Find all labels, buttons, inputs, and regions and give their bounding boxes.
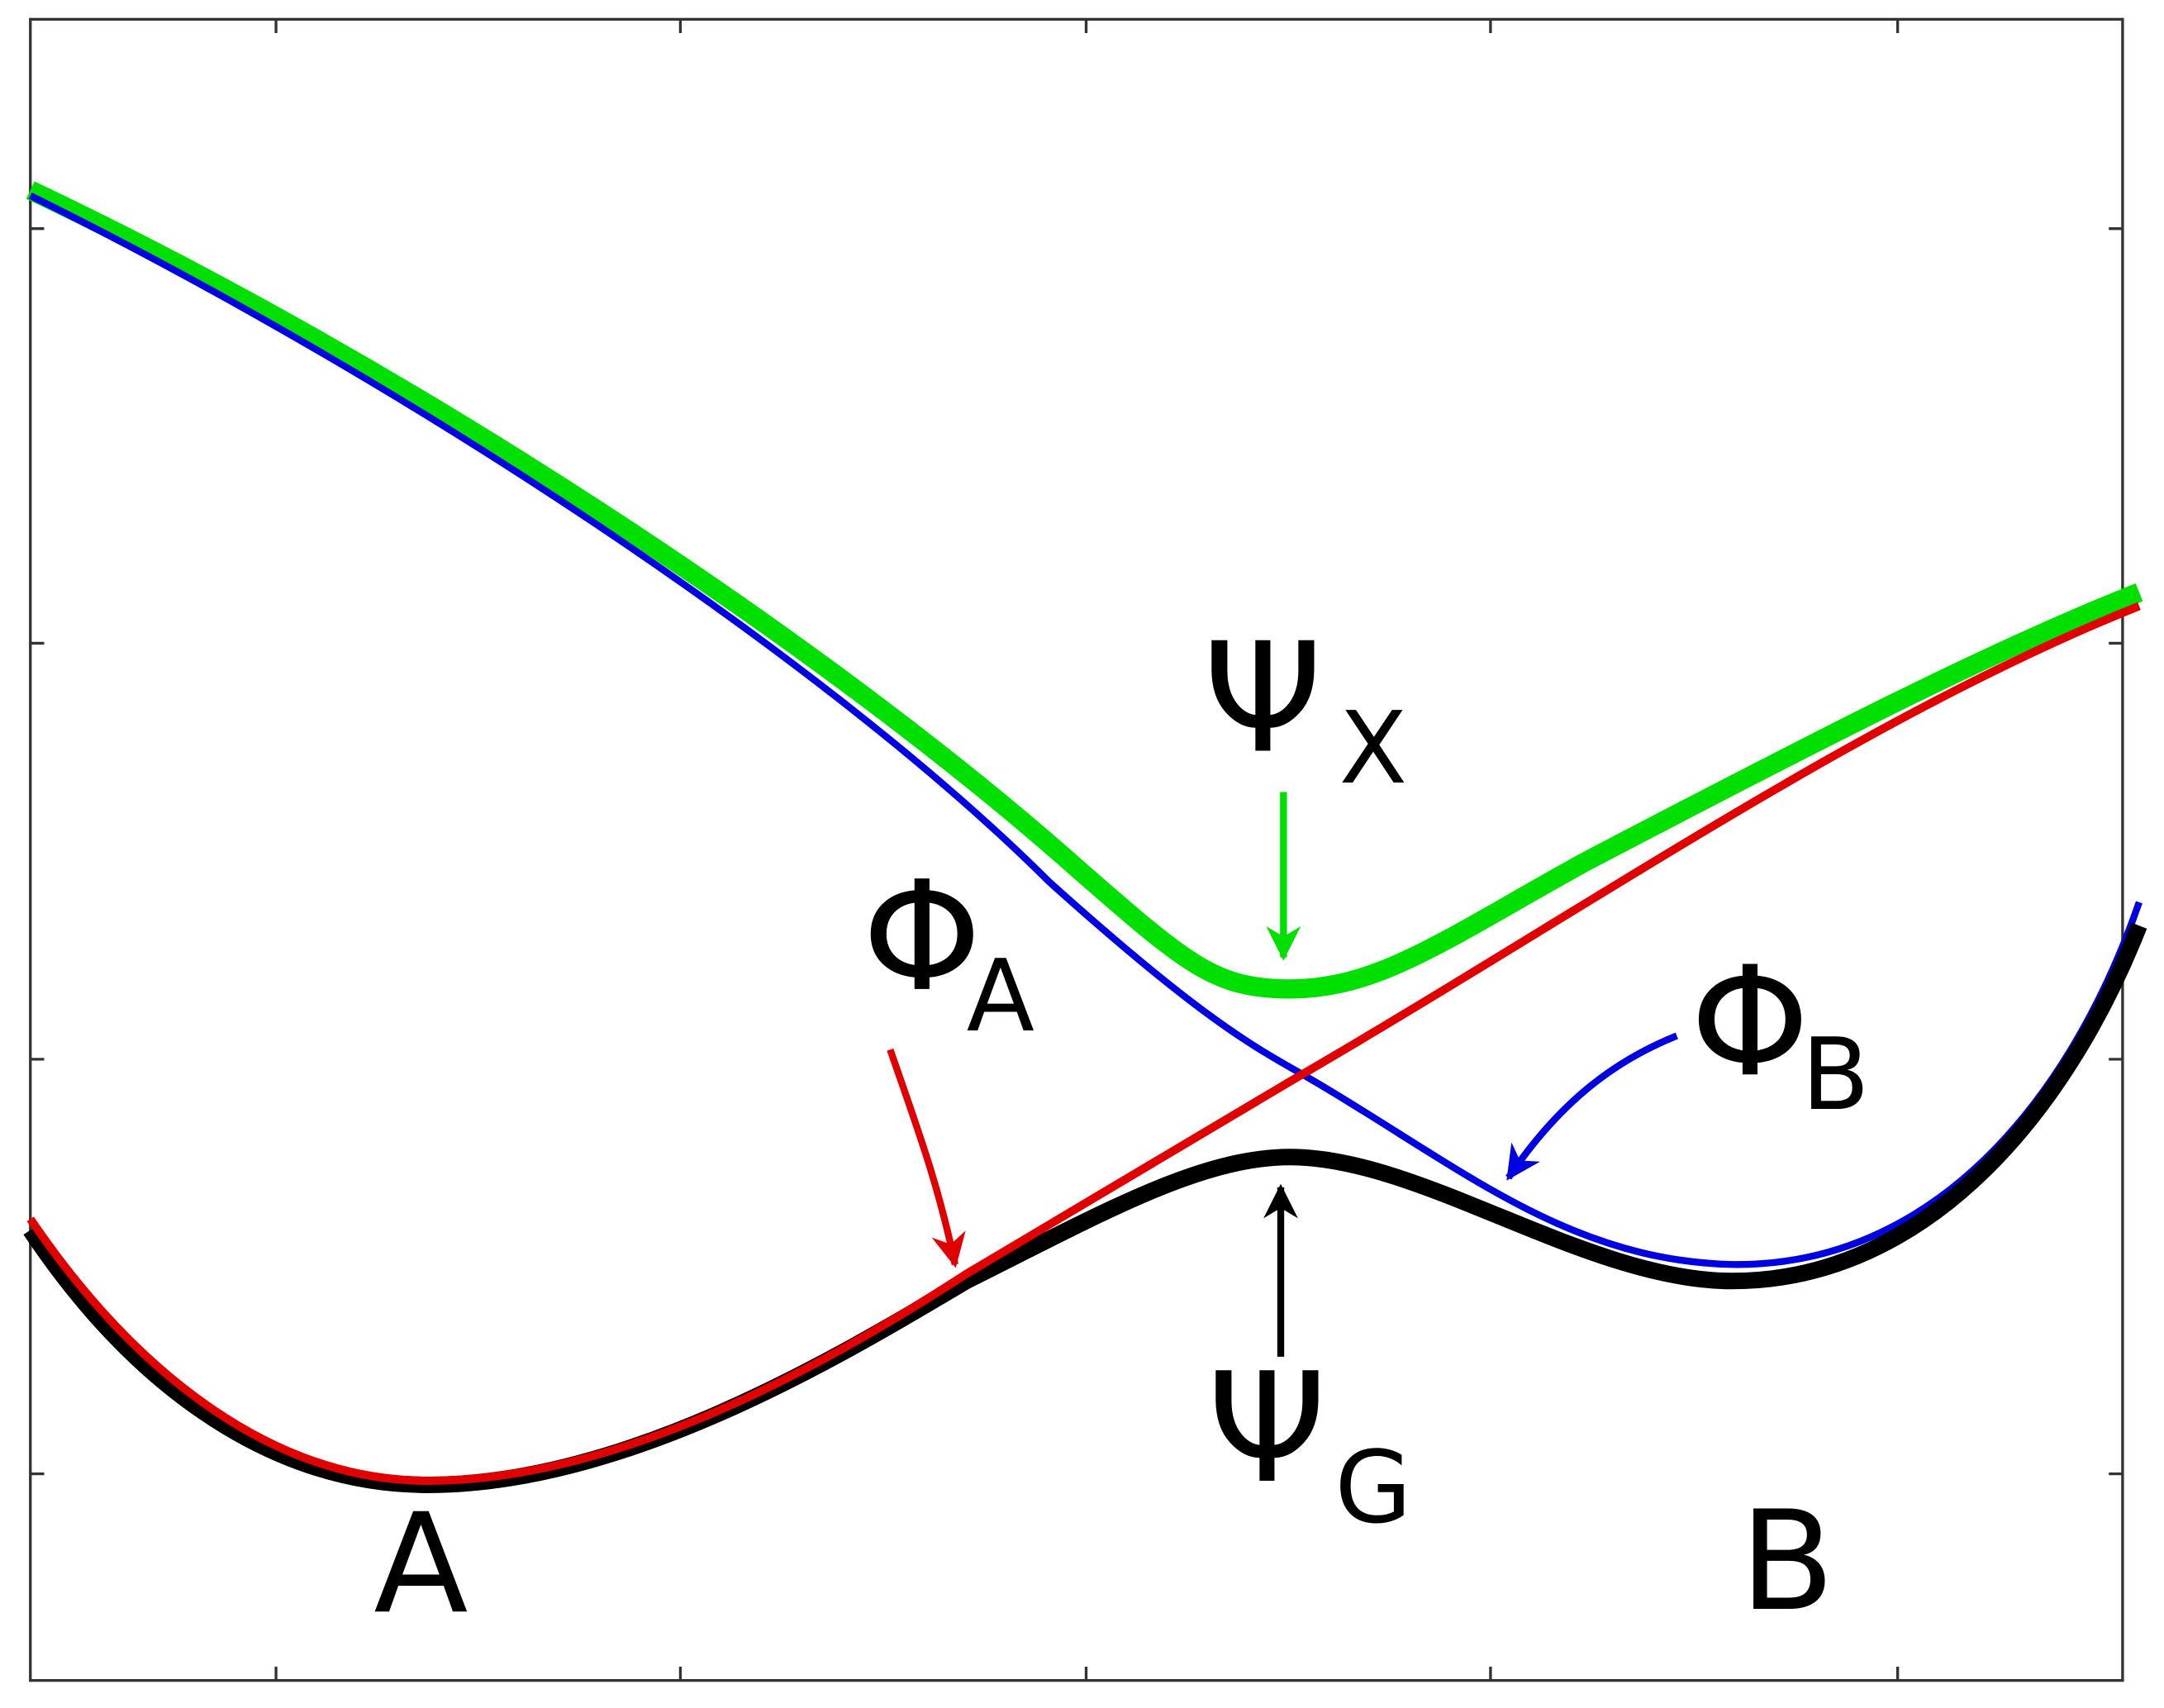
symbol: Ψ <box>1203 611 1323 787</box>
curve-phi-b <box>28 192 2143 1268</box>
subscript: A <box>967 939 1034 1054</box>
symbol: Ψ <box>1207 1341 1327 1517</box>
minimum-label: A <box>373 1484 468 1644</box>
curve-psi-g <box>23 922 2147 1493</box>
ticks <box>30 19 2123 1681</box>
subscript: G <box>1334 1430 1411 1546</box>
subscript: X <box>1339 691 1407 806</box>
symbol: Φ <box>862 849 982 1025</box>
curve-psi-x <box>26 181 2143 999</box>
frame <box>29 17 2124 1682</box>
curve-phi-a <box>26 602 2141 1485</box>
minimum-label: B <box>1740 1482 1835 1642</box>
arrow-phi-a <box>887 1048 966 1268</box>
symbol: Φ <box>1691 935 1810 1111</box>
arrow-phi-b <box>1505 1032 1678 1181</box>
subscript: B <box>1801 1017 1870 1133</box>
